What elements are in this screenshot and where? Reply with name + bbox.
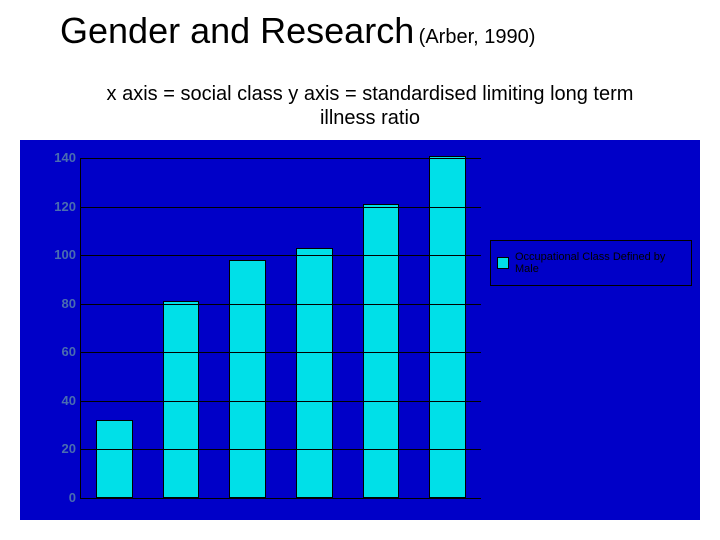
gridline <box>81 352 481 353</box>
slide-title: Gender and Research (Arber, 1990) <box>60 10 700 52</box>
ytick-label: 80 <box>48 297 76 310</box>
title-main: Gender and Research <box>60 10 414 51</box>
ytick-label: 60 <box>48 345 76 358</box>
ytick-label: 20 <box>48 442 76 455</box>
title-citation: (Arber, 1990) <box>419 26 536 48</box>
bar <box>229 260 266 498</box>
bars-container <box>81 158 481 498</box>
gridline <box>81 449 481 450</box>
ytick-label: 40 <box>48 394 76 407</box>
ytick-label: 100 <box>48 248 76 261</box>
gridline <box>81 401 481 402</box>
plot-frame <box>80 158 481 499</box>
gridline <box>81 255 481 256</box>
bar <box>163 301 200 498</box>
legend: Occupational Class Defined by Male <box>490 240 692 286</box>
ytick-label: 0 <box>48 491 76 504</box>
legend-label: Occupational Class Defined by Male <box>515 251 685 275</box>
bar <box>96 420 133 498</box>
gridline <box>81 158 481 159</box>
legend-swatch <box>497 257 509 269</box>
bar <box>296 248 333 498</box>
gridline <box>81 207 481 208</box>
bar <box>363 204 400 498</box>
gridline <box>81 304 481 305</box>
ytick-label: 140 <box>48 151 76 164</box>
ytick-label: 120 <box>48 200 76 213</box>
chart-area: Occupational Class Defined by Male 0 20 40… <box>20 140 700 520</box>
axis-caption: x axis = social class y axis = standardi… <box>80 82 660 130</box>
